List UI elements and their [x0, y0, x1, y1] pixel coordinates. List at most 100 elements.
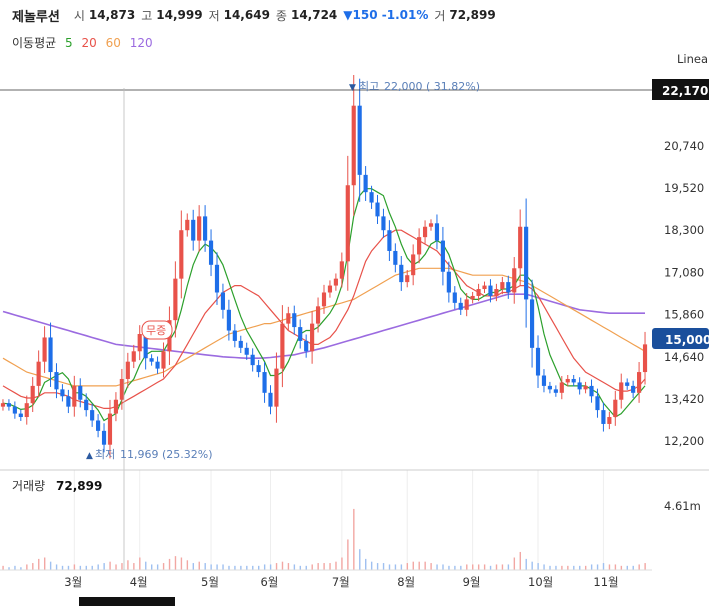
scale-mode-label[interactable]: Linea — [677, 52, 708, 66]
volume-bar — [55, 564, 58, 570]
volume-bar — [156, 564, 159, 570]
candle-body — [214, 264, 220, 293]
candle-body — [631, 385, 636, 393]
candle-body — [369, 192, 374, 203]
y-tick-label: 14,640 — [664, 350, 704, 364]
candle-body — [405, 275, 410, 283]
low-marker-value: 11,969 (25.32%) — [120, 448, 213, 461]
candle-body — [310, 323, 315, 352]
close-label: 종 — [275, 8, 287, 23]
y-tick-label: 15,860 — [664, 308, 704, 322]
candle-body — [607, 417, 612, 424]
ma-legend[interactable]: 이동평균 5 20 60 120 — [12, 34, 158, 51]
candle-body — [357, 105, 362, 175]
volume-bar — [2, 565, 4, 570]
y-tick-label: 12,200 — [664, 434, 704, 448]
volume-axis-label: 4.61m — [664, 499, 701, 513]
volume-bar — [20, 567, 22, 570]
volume-bar — [127, 560, 129, 570]
ma120-legend: 120 — [129, 36, 153, 50]
candle-body — [42, 337, 47, 362]
volume-bar — [507, 564, 510, 570]
volume-bar — [335, 561, 337, 570]
candle-body — [143, 334, 148, 359]
volume-bar — [448, 565, 450, 570]
candle-body — [452, 292, 457, 303]
volume-bar — [579, 565, 581, 570]
candle-body — [518, 226, 523, 269]
volume-bar — [394, 564, 397, 570]
volume-bar — [388, 564, 391, 570]
candle-body — [642, 344, 648, 373]
candle-body — [476, 289, 481, 296]
candle-body — [256, 365, 261, 373]
candle-body — [220, 292, 226, 310]
volume-bar — [549, 565, 551, 570]
candle-body — [36, 361, 41, 386]
volume-bar — [501, 564, 504, 570]
x-tick-label: 4월 — [130, 575, 148, 589]
candle-body — [529, 299, 535, 348]
candle-body — [96, 420, 101, 431]
candle-body — [393, 250, 398, 265]
volume-bar — [240, 565, 242, 570]
volume-bar — [537, 563, 539, 570]
high-value: 14,999 — [156, 8, 203, 22]
volume-bar — [216, 564, 218, 570]
volume-bar — [584, 565, 587, 570]
candle-body — [155, 361, 160, 369]
candle-body — [619, 382, 624, 400]
scrollbar-thumb[interactable] — [79, 597, 175, 606]
candle-body — [321, 292, 327, 307]
current-price-badge — [652, 328, 709, 349]
volume-bar — [281, 561, 284, 570]
candle-body — [315, 306, 321, 324]
candle-body — [113, 399, 119, 414]
volume-bar — [466, 564, 468, 570]
candle-body — [327, 285, 333, 293]
volume-bar — [275, 563, 278, 570]
candle-body — [30, 385, 35, 404]
candle-body — [72, 385, 77, 407]
candle-body — [583, 385, 588, 390]
volume-bar — [228, 565, 230, 570]
candle-body — [559, 382, 564, 393]
candle-body — [351, 105, 356, 186]
candle-body — [428, 223, 434, 227]
event-marker-badge[interactable] — [141, 320, 173, 340]
volume-bar — [382, 563, 385, 570]
stock-name: 제놀루션 — [12, 9, 60, 25]
candle-body — [345, 185, 350, 262]
volume-bar — [317, 563, 319, 570]
candle-body — [232, 330, 237, 341]
volume-bar — [311, 564, 313, 570]
candle-body — [48, 337, 53, 373]
candle-body — [333, 278, 338, 286]
candle-body — [535, 347, 541, 376]
volume-bar — [495, 564, 498, 570]
close-value: 14,724 — [290, 8, 338, 22]
candle-body — [506, 282, 511, 293]
volume-bar — [370, 561, 373, 570]
candle-body — [589, 385, 594, 397]
volume-bar — [38, 558, 40, 570]
candle-body — [24, 403, 29, 418]
candle-body — [446, 271, 451, 293]
candle-body — [494, 289, 499, 296]
volume-bar — [519, 551, 521, 570]
candle-body — [565, 378, 570, 383]
candle-body — [577, 382, 582, 390]
current-price-value: 15,000 — [665, 333, 709, 347]
volume-bar — [626, 565, 628, 570]
ma-legend-label: 이동평균 — [12, 36, 57, 50]
volume-bar — [246, 565, 248, 570]
volume-bar — [602, 563, 605, 570]
volume-bar — [590, 564, 593, 570]
candle-body — [60, 389, 65, 397]
volume-bar — [287, 563, 290, 570]
x-tick-label: 10월 — [528, 575, 553, 589]
candle-body — [547, 385, 552, 390]
candle-body — [161, 351, 166, 369]
candle-body — [339, 261, 344, 279]
